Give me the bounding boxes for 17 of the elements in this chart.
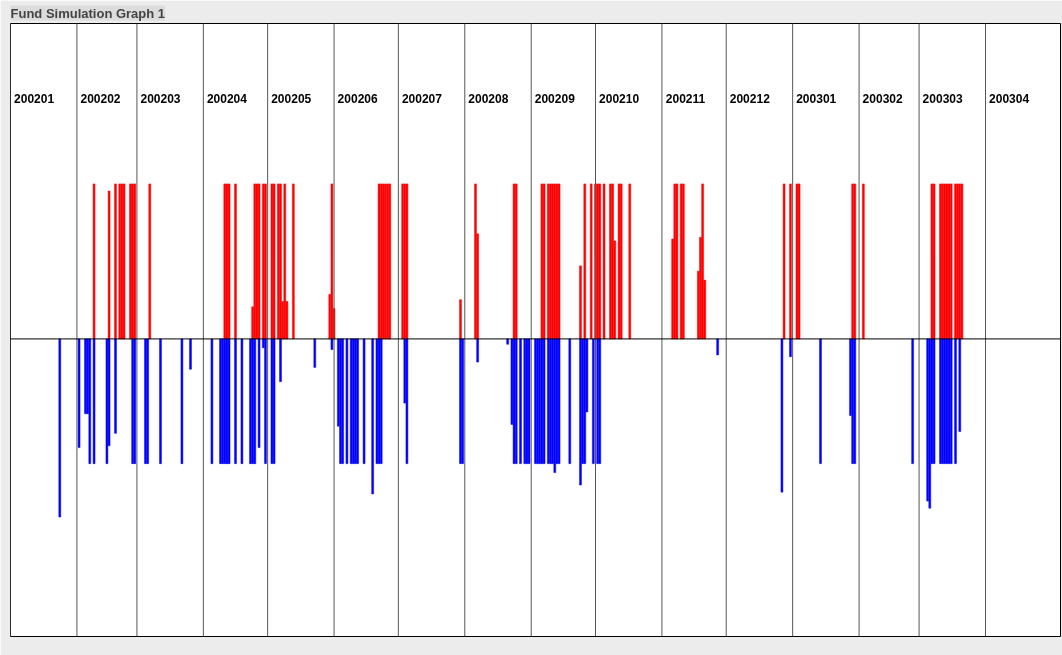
x-tick-label: 200302 (862, 91, 903, 106)
x-tick-label: 200301 (796, 91, 837, 106)
x-tick-label: 200304 (989, 91, 1030, 106)
x-tick-label: 200201 (14, 91, 55, 106)
x-tick-label: 200209 (534, 91, 576, 106)
x-tick-label: 200208 (468, 91, 509, 106)
x-tick-label: 200206 (337, 91, 378, 106)
x-tick-label: 200211 (665, 91, 706, 106)
x-tick-label: 200204 (206, 91, 248, 106)
x-tick-label: 200205 (271, 91, 312, 106)
x-tick-label: 200212 (729, 91, 771, 106)
x-tick-label: 200303 (922, 91, 963, 106)
x-tick-label: 200203 (140, 91, 181, 106)
chart-title: Fund Simulation Graph 1 (10, 5, 166, 21)
x-tick-label: 200202 (80, 91, 121, 106)
x-tick-label: 200210 (599, 91, 640, 106)
x-tick-label: 200207 (401, 91, 443, 106)
